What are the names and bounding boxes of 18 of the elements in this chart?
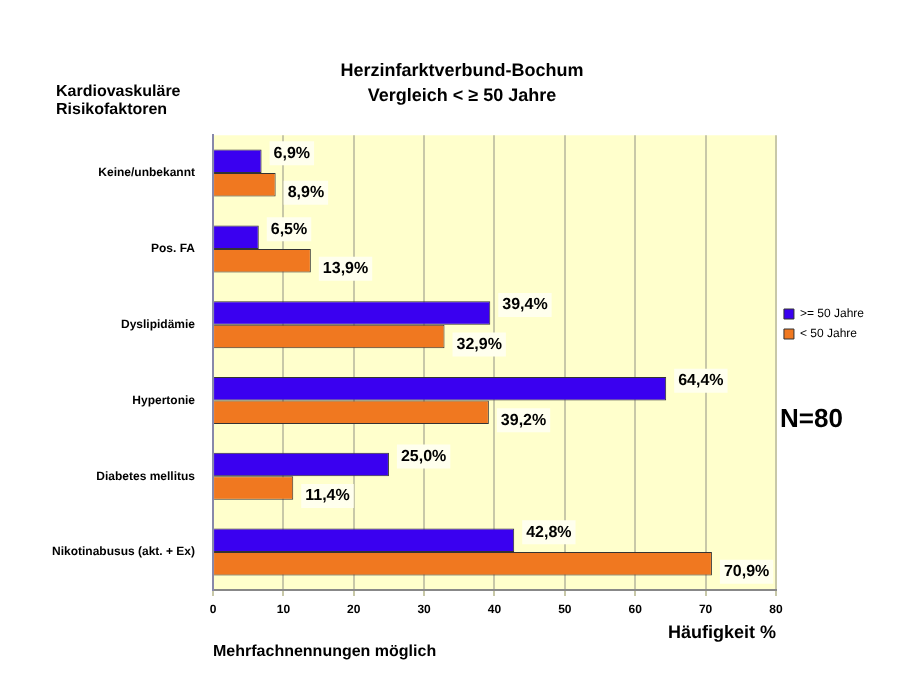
- text: N=80: [780, 403, 843, 434]
- data-label: 70,9%: [723, 562, 770, 581]
- data-label: 39,4%: [502, 295, 548, 314]
- data-label: 25,0%: [400, 446, 447, 465]
- data-label: 6,5%: [270, 219, 308, 238]
- data-label: 6,9%: [273, 143, 311, 162]
- x-axis-title: Häufigkeit %: [667, 622, 776, 643]
- data-label: 64,4%: [678, 371, 724, 390]
- data-label: 39,2%: [500, 410, 547, 429]
- data-label: 42,8%: [526, 522, 572, 541]
- text: Mehrfachnennungen möglich: [213, 642, 437, 661]
- y-axis-title: Kardiovaskuläre Risikofaktoren: [56, 81, 182, 118]
- data-label: 8,9%: [287, 183, 325, 202]
- data-label: 11,4%: [305, 486, 350, 505]
- chart-subtitle: Vergleich < ≥ 50 Jahre: [367, 85, 557, 106]
- chart-title: Herzinfarktverbund-Bochum: [340, 59, 584, 80]
- data-label: 32,9%: [456, 334, 502, 353]
- data-label: 13,9%: [322, 259, 369, 278]
